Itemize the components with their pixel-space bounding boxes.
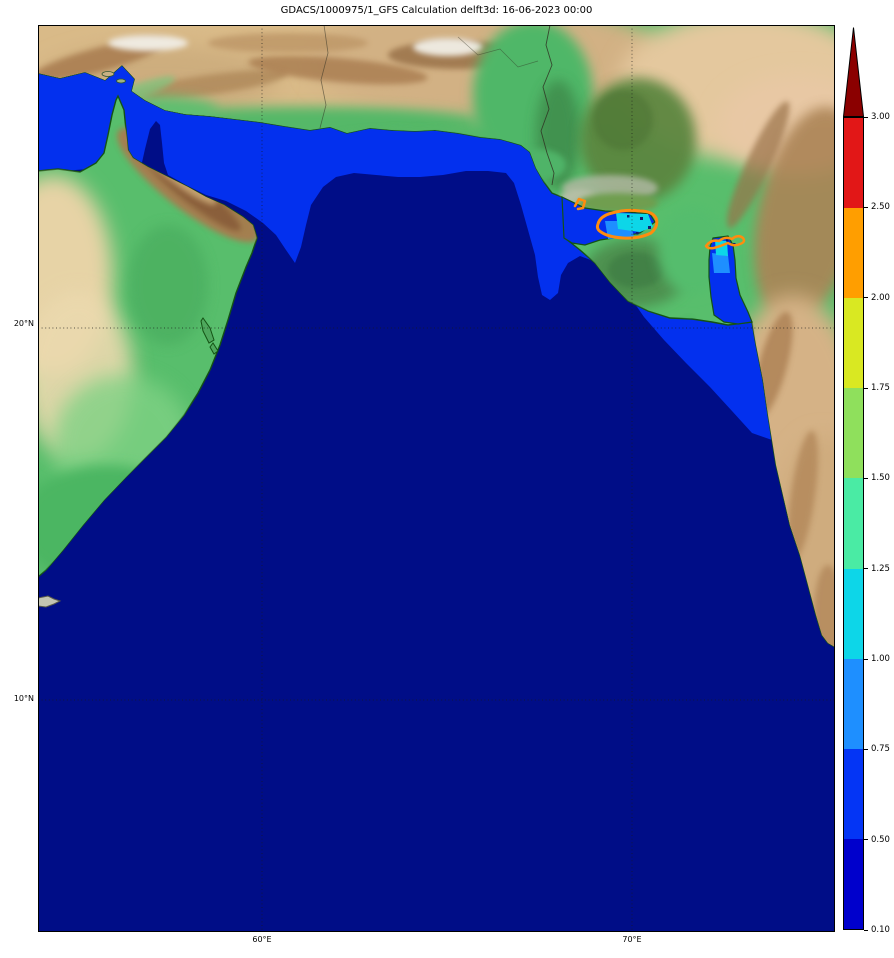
border-india-pakistan <box>540 25 555 186</box>
sea-surge-band <box>38 65 772 440</box>
map-border <box>38 25 835 932</box>
colorbar-segment <box>844 388 863 479</box>
khambhat-surge-high <box>712 253 730 273</box>
colorbar-tickmark <box>864 297 868 299</box>
colorbar-tickmark <box>864 387 868 389</box>
x-axis-label-60e: 60°E <box>252 935 272 944</box>
y-axis-label-10n: 10°N <box>13 694 34 703</box>
colorbar-tick-label: 3.00 <box>871 112 890 122</box>
colorbar-tickmark <box>864 748 868 750</box>
gulf-of-khambhat <box>708 235 753 325</box>
colorbar-tickmark <box>864 568 868 570</box>
colorbar-tickmark <box>864 116 868 118</box>
colorbar-tick-label: 1.75 <box>871 383 890 393</box>
khambhat-alert-contour <box>704 235 746 250</box>
colorbar-tickmark <box>864 206 868 208</box>
colorbar-segment <box>844 568 863 659</box>
map-canvas <box>38 25 835 932</box>
colorbar-tickmark <box>864 477 868 479</box>
alert-contours <box>573 197 746 250</box>
gray-island <box>38 595 62 608</box>
colorbar-tickmark <box>864 929 868 931</box>
colorbar-over-arrow <box>843 27 864 117</box>
islands <box>38 71 219 608</box>
colorbar-segment <box>844 838 863 929</box>
colorbar-tick-label: 0.10 <box>871 925 890 935</box>
colorbar-tickmark <box>864 658 868 660</box>
border-iran-pakistan <box>319 25 329 129</box>
colorbar: 3.00 2.50 2.00 1.75 1.50 1.25 1.00 0.75 0.50 0.10 <box>843 27 890 935</box>
colorbar-tick-label: 0.75 <box>871 744 890 755</box>
country-borders <box>319 25 555 186</box>
colorbar-segment <box>844 748 863 839</box>
gulf-of-kutch <box>561 196 656 246</box>
colorbar-tick-label: 1.25 <box>871 563 890 574</box>
kutch-alert-contour <box>595 208 659 240</box>
small-island <box>209 342 219 355</box>
colorbar-segment <box>844 298 863 389</box>
masirah-island <box>200 317 215 344</box>
colorbar-tick-label: 2.50 <box>871 202 890 213</box>
colorbar-segment <box>844 478 863 569</box>
hormuz-island <box>101 71 115 77</box>
colorbar-tick-label: 1.00 <box>871 654 890 664</box>
kutch-surge-peak <box>616 213 653 232</box>
border-afghanistan <box>457 36 539 68</box>
colorbar-tick-label: 1.50 <box>871 473 890 484</box>
qeshm-island <box>116 78 126 84</box>
y-axis-label-20n: 20°N <box>13 319 34 328</box>
colorbar-tickmark <box>864 839 868 841</box>
map-area <box>38 25 835 932</box>
colorbar-segments <box>843 117 864 930</box>
colorbar-segment <box>844 208 863 299</box>
colorbar-tick-label: 2.00 <box>871 292 890 303</box>
kutch-alert-contour-small <box>573 197 587 211</box>
x-axis-label-70e: 70°E <box>622 935 642 944</box>
colorbar-tick-label: 0.50 <box>871 834 890 845</box>
colorbar-segment <box>844 118 863 209</box>
colorbar-segment <box>844 658 863 749</box>
figure-title: GDACS/1000975/1_GFS Calculation delft3d:… <box>280 5 593 16</box>
